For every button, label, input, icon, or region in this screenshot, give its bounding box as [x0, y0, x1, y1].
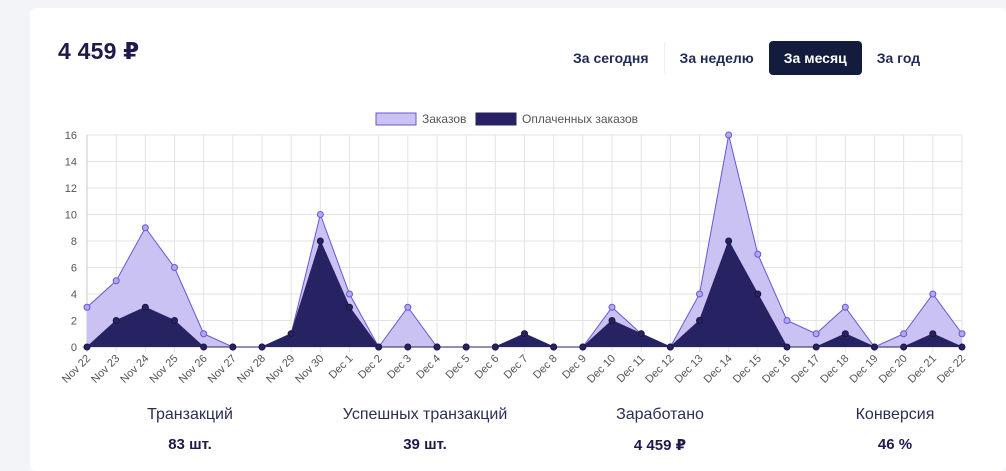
- stat-conversion: Конверсия 46 %: [856, 406, 935, 453]
- period-today-button[interactable]: За сегодня: [573, 50, 649, 66]
- period-selector: За сегодня За неделю За месяц За год: [558, 38, 1006, 78]
- total-earnings: 4 459 ₽: [58, 38, 140, 64]
- stat-earned: Заработано 4 459 ₽: [616, 406, 704, 454]
- stat-value: 4 459 ₽: [633, 437, 687, 454]
- stat-successful-transactions: Успешных транзакций 39 шт.: [343, 406, 508, 453]
- stat-label: Конверсия: [855, 406, 935, 423]
- dashboard-card: 4 459 ₽ За сегодня За неделю За месяц За…: [30, 8, 1006, 471]
- period-year-button[interactable]: За год: [876, 50, 921, 66]
- stat-label: Заработано: [616, 406, 704, 423]
- stat-label: Транзакций: [147, 406, 233, 423]
- stat-label: Успешных транзакций: [342, 406, 508, 423]
- stat-transactions: Транзакций 83 шт.: [147, 406, 233, 453]
- stat-value: 83 шт.: [168, 436, 212, 453]
- period-month-button[interactable]: За месяц: [768, 41, 862, 75]
- stat-value: 39 шт.: [403, 436, 447, 453]
- period-week-button[interactable]: За неделю: [663, 41, 769, 75]
- stat-value: 46 %: [877, 436, 913, 453]
- stats-row: Транзакций 83 шт. Успешных транзакций 39…: [60, 406, 1006, 466]
